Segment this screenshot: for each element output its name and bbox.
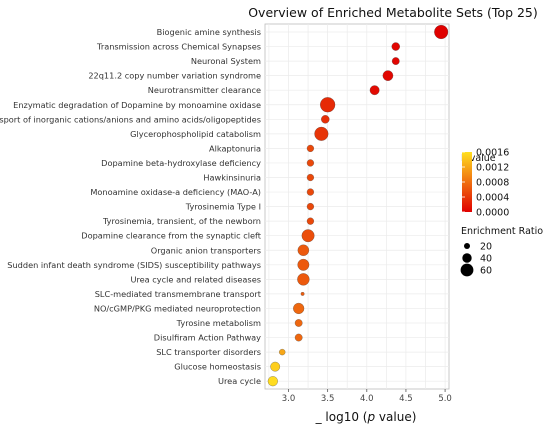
category-label: Organic anion transporters xyxy=(151,245,261,255)
category-label: Neurotransmitter clearance xyxy=(148,85,261,95)
size-legend-dot xyxy=(464,243,470,249)
data-point xyxy=(321,115,330,124)
size-legend-dot xyxy=(462,253,472,263)
colorbar-tick-label: 0.0012 xyxy=(476,163,509,174)
data-point xyxy=(391,57,400,65)
enrichment-ratio-legend-title: Enrichment Ratio xyxy=(461,226,543,237)
category-label: Neuronal System xyxy=(191,56,261,66)
data-point xyxy=(306,173,314,182)
data-point xyxy=(369,85,380,96)
x-tick-label: 3.0 xyxy=(282,394,296,404)
x-tick-label: 3.5 xyxy=(321,394,335,404)
category-label: NO/cGMP/PKG mediated neuroprotection xyxy=(94,303,261,313)
grid-lines xyxy=(265,24,449,389)
category-label: Glucose homeostasis xyxy=(174,362,261,372)
x-tick-label: 5.0 xyxy=(438,394,452,404)
size-legend-label: 20 xyxy=(480,242,492,253)
data-point xyxy=(297,244,310,256)
data-point xyxy=(294,333,303,342)
category-label: Enzymatic degradation of Dopamine by mon… xyxy=(13,100,261,110)
colorbar-tick-label: 0.0004 xyxy=(476,193,509,204)
data-point xyxy=(306,217,314,225)
data-point xyxy=(297,258,310,271)
pvalue-legend: P-value 0.0016 0.0012 0.0008 0.0004 0.0000 xyxy=(461,148,509,219)
pvalue-legend-ticks: 0.0016 0.0012 0.0008 0.0004 0.0000 xyxy=(462,148,509,219)
data-point xyxy=(306,144,314,152)
x-axis-ticks: 3.0 3.5 4.0 4.5 5.0 xyxy=(282,389,452,404)
category-label: Biogenic amine synthesis xyxy=(157,27,261,37)
category-label: 22q11.2 copy number variation syndrome xyxy=(88,71,261,81)
data-point xyxy=(293,302,305,314)
data-point xyxy=(306,188,314,196)
category-label: SLC-mediated transmembrane transport xyxy=(95,289,262,299)
x-axis-label: _ log10 (p value) xyxy=(315,410,417,424)
chart-title: Overview of Enriched Metabolite Sets (To… xyxy=(248,5,538,20)
data-point xyxy=(434,25,449,39)
pvalue-colorbar xyxy=(462,152,472,212)
category-label: Hawkinsinuria xyxy=(203,173,261,183)
size-legend-label: 40 xyxy=(480,254,492,265)
data-point xyxy=(391,42,400,51)
category-labels: Biogenic amine synthesis Transmission acr… xyxy=(0,27,262,386)
data-point xyxy=(320,97,336,113)
pvalue-legend-title: P-value xyxy=(461,153,496,164)
data-point xyxy=(301,229,315,243)
data-point xyxy=(306,203,314,211)
category-label: Urea cycle and related diseases xyxy=(130,274,261,284)
colorbar-tick-label: 0.0016 xyxy=(476,148,509,159)
category-label: SLC transporter disorders xyxy=(156,347,261,357)
data-point xyxy=(297,273,310,286)
data-point xyxy=(294,319,303,327)
category-label: Tyrosinemia Type I xyxy=(185,202,261,212)
colorbar-tick-label: 0.0000 xyxy=(476,208,509,219)
x-axis-label-italic: p xyxy=(366,410,375,424)
size-legend-dot xyxy=(460,263,474,277)
category-label: Monoamine oxidase-a deficiency (MAO-A) xyxy=(90,187,261,197)
category-label: Dopamine beta-hydroxylase deficiency xyxy=(101,158,261,168)
data-point xyxy=(270,361,281,372)
data-point xyxy=(300,292,305,296)
data-point xyxy=(382,70,394,81)
category-label: Sudden infant death syndrome (SIDS) susc… xyxy=(7,260,261,270)
data-point xyxy=(267,376,278,387)
x-tick-label: 4.0 xyxy=(360,394,374,404)
colorbar-tick-label: 0.0008 xyxy=(476,178,509,189)
category-label: Glycerophospholipid catabolism xyxy=(130,129,261,139)
x-axis-label-suffix: value) xyxy=(375,410,416,424)
data-point xyxy=(314,126,329,141)
data-points xyxy=(267,25,449,387)
category-label: Alkaptonuria xyxy=(209,143,261,153)
category-label: Dopamine clearance from the synaptic cle… xyxy=(81,231,262,241)
size-legend-label: 60 xyxy=(480,266,492,277)
category-label: Urea cycle xyxy=(218,376,261,386)
category-label: Tyrosine metabolism xyxy=(176,318,261,328)
category-label: Transport of inorganic cations/anions an… xyxy=(0,114,261,124)
x-tick-label: 4.5 xyxy=(399,394,413,404)
data-point xyxy=(306,159,314,167)
x-axis-label-prefix: _ log10 ( xyxy=(315,410,368,424)
category-label: Transmission across Chemical Synapses xyxy=(96,42,261,52)
plot-panel xyxy=(264,23,450,390)
data-point xyxy=(279,348,286,356)
category-label: Tyrosinemia, transient, of the newborn xyxy=(102,216,261,226)
category-label: Disulfiram Action Pathway xyxy=(154,333,261,343)
